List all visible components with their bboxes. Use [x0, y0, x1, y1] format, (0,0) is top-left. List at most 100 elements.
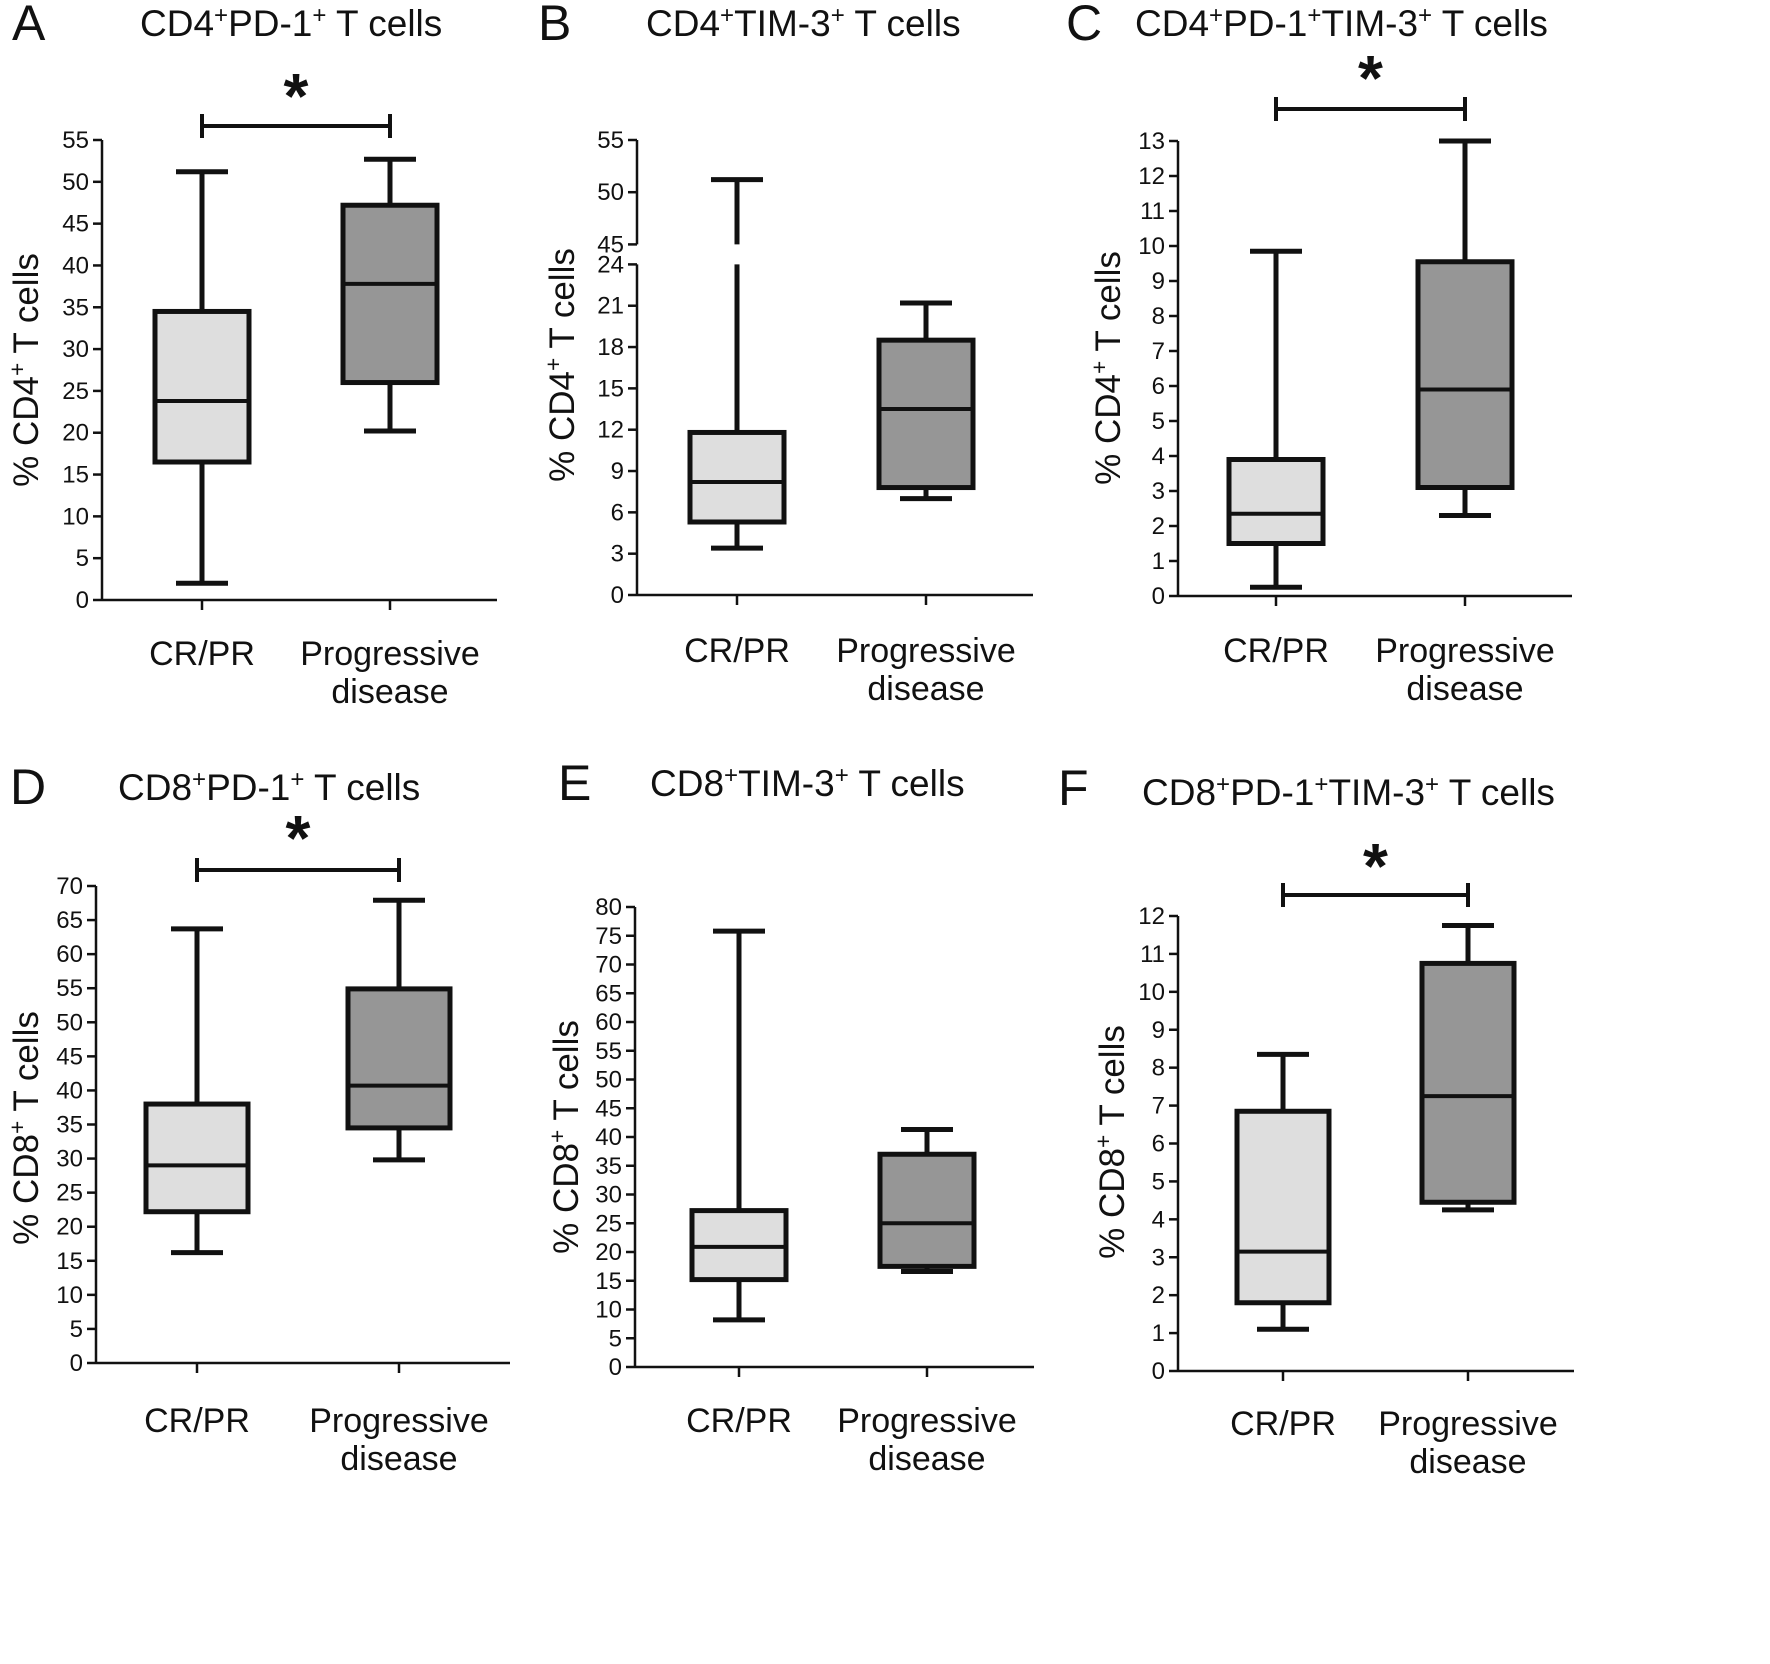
y-tick-label: 70 [595, 952, 622, 979]
y-tick-label: 5 [609, 1325, 622, 1352]
significance-star: * [286, 802, 311, 874]
iqr-box [143, 1101, 251, 1215]
y-tick-label: 30 [62, 336, 89, 363]
y-tick-label: 45 [56, 1043, 83, 1070]
y-tick-label: 10 [1138, 979, 1165, 1006]
y-tick-label: 10 [62, 503, 89, 530]
y-tick-label: 15 [597, 375, 624, 402]
significance-star: * [1358, 42, 1383, 114]
iqr-box [340, 202, 440, 386]
y-tick-label: 12 [597, 417, 624, 444]
category-label: Progressive disease [1375, 632, 1555, 708]
y-tick-label: 40 [56, 1077, 83, 1104]
category-label: Progressive disease [836, 632, 1016, 708]
y-tick-label: 65 [595, 980, 622, 1007]
panel-f: F CD8+PD-1+TIM-3+ T cells % CD8+ T cells 0 1… [1058, 760, 1574, 1481]
box-cr-pr [152, 169, 252, 586]
y-tick-label: 12 [1138, 903, 1165, 930]
y-tick-label: 10 [1138, 233, 1165, 260]
y-tick-label: 4 [1152, 443, 1165, 470]
y-axis-label: % CD8+ T cells [1090, 1025, 1132, 1259]
y-axis-label: % CD8+ T cells [544, 1020, 586, 1254]
category-label: Progressive disease [300, 635, 480, 711]
panel-title: CD8+TIM-3+ T cells [650, 762, 965, 805]
y-axis-label: % CD4+ T cells [540, 248, 582, 482]
y-axis-label: % CD8+ T cells [4, 1011, 46, 1245]
y-tick-label: 10 [56, 1282, 83, 1309]
y-tick-label: 5 [1152, 1168, 1165, 1195]
category-label: CR/PR [144, 1402, 250, 1440]
y-tick-label: 35 [62, 294, 89, 321]
iqr-box [876, 337, 976, 491]
y-tick-label: 50 [597, 179, 624, 206]
y-tick-label: 3 [1152, 478, 1165, 505]
y-tick-label: 5 [1152, 408, 1165, 435]
y-tick-label: 9 [1152, 268, 1165, 295]
significance-star: * [1363, 830, 1388, 902]
panel-letter: B [538, 0, 571, 51]
iqr-box [152, 308, 252, 465]
axes [1169, 914, 1574, 1381]
panel-letter: F [1058, 760, 1089, 816]
box-progressive-disease [1419, 922, 1517, 1213]
iqr-box [687, 429, 787, 525]
y-tick-label: 75 [595, 923, 622, 950]
significance-bracket [200, 114, 392, 138]
y-tick-label: 3 [1152, 1244, 1165, 1271]
y-tick-label: 0 [611, 582, 624, 609]
axes [626, 905, 1034, 1377]
significance-bracket [1281, 883, 1470, 907]
category-label: CR/PR [149, 635, 255, 673]
y-tick-label: 0 [76, 587, 89, 614]
panel-a: A CD4+PD-1+ T cells % CD4+ T cells 0 5 10 15 20… [4, 0, 497, 711]
box-progressive-disease [876, 300, 976, 502]
box-cr-pr [689, 928, 789, 1323]
category-label: CR/PR [1223, 632, 1329, 670]
panel-title: CD4+PD-1+TIM-3+ T cells [1135, 2, 1548, 45]
y-tick-label: 21 [597, 293, 624, 320]
y-tick-label: 55 [597, 127, 624, 154]
y-tick-label: 15 [595, 1268, 622, 1295]
iqr-box [345, 986, 453, 1131]
y-tick-label: 45 [597, 231, 624, 258]
panel-letter: E [558, 755, 591, 811]
y-tick-label: 50 [56, 1009, 83, 1036]
axes [628, 138, 1033, 605]
y-tick-label: 2 [1152, 513, 1165, 540]
y-tick-label: 30 [595, 1182, 622, 1209]
box-progressive-disease [345, 897, 453, 1163]
panel-letter: D [10, 759, 46, 815]
y-tick-label: 55 [595, 1038, 622, 1065]
y-tick-label: 10 [595, 1297, 622, 1324]
y-tick-label: 6 [1152, 373, 1165, 400]
box-cr-pr [1234, 1051, 1332, 1332]
panel-b: B CD4+TIM-3+ T cells % CD4+ T cells 0 3 6 9 12 1… [538, 0, 1033, 708]
y-tick-label: 12 [1138, 163, 1165, 190]
category-label: CR/PR [1230, 1405, 1336, 1443]
y-tick-label: 0 [1152, 583, 1165, 610]
category-label: Progressive disease [1378, 1405, 1558, 1481]
y-tick-label: 9 [1152, 1017, 1165, 1044]
y-tick-label: 70 [56, 873, 83, 900]
y-tick-label: 5 [76, 545, 89, 572]
y-tick-label: 5 [70, 1316, 83, 1343]
y-tick-label: 20 [595, 1239, 622, 1266]
y-tick-label: 15 [62, 462, 89, 489]
y-tick-label: 40 [595, 1124, 622, 1151]
y-tick-label: 7 [1152, 1093, 1165, 1120]
y-tick-label: 11 [1140, 941, 1165, 968]
y-tick-label: 65 [56, 907, 83, 934]
box-cr-pr [143, 926, 251, 1256]
y-tick-label: 25 [595, 1210, 622, 1237]
category-label: CR/PR [684, 632, 790, 670]
y-tick-label: 7 [1152, 338, 1165, 365]
y-tick-label: 60 [595, 1009, 622, 1036]
y-tick-label: 20 [56, 1214, 83, 1241]
y-tick-label: 3 [611, 541, 624, 568]
significance-star: * [284, 60, 309, 132]
y-tick-label: 45 [62, 211, 89, 238]
y-tick-label: 9 [611, 458, 624, 485]
y-tick-label: 20 [62, 420, 89, 447]
y-axis-label: % CD4+ T cells [1086, 251, 1128, 485]
y-tick-label: 15 [56, 1248, 83, 1275]
